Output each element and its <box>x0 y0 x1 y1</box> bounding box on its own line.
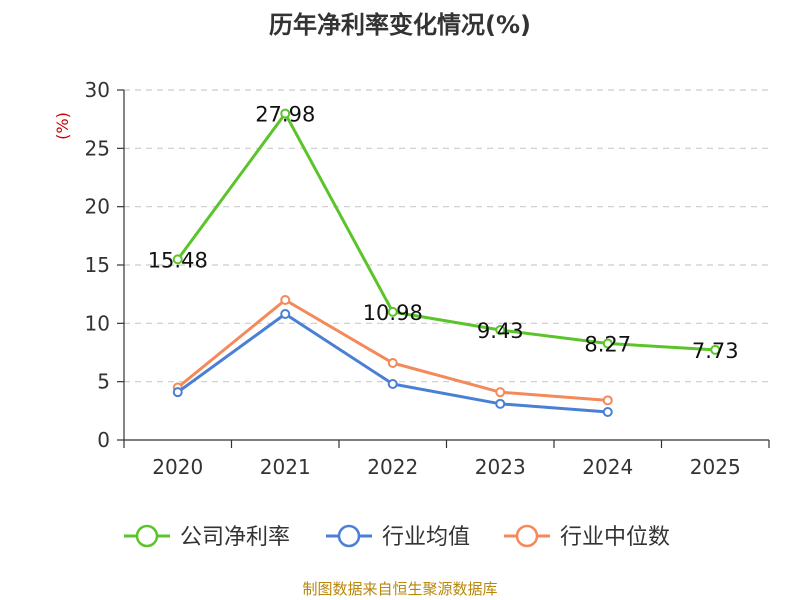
y-tick-label: 15 <box>85 253 110 277</box>
legend[interactable]: 公司净利率 行业均值 行业中位数 <box>124 524 670 550</box>
data-point <box>602 338 613 349</box>
grid-lines <box>124 89 769 383</box>
legend-item-0[interactable]: 公司净利率 <box>124 524 290 550</box>
data-point <box>602 407 613 417</box>
data-point <box>495 324 506 335</box>
data-point <box>495 398 506 409</box>
data-point <box>172 254 183 265</box>
x-tick-label: 2021 <box>260 455 311 479</box>
series-line-0 <box>176 112 716 352</box>
series-layer <box>172 108 721 417</box>
data-label: 7.73 <box>692 339 739 363</box>
data-label: 15.48 <box>148 248 208 272</box>
data-label: 9.43 <box>477 319 524 343</box>
x-tick-label: 2020 <box>152 455 203 479</box>
data-point <box>172 387 183 398</box>
data-label: 8.27 <box>584 333 631 357</box>
chart-title: 历年净利率变化情况(%) <box>269 11 531 39</box>
legend-item-1[interactable]: 行业均值 <box>326 524 470 550</box>
data-point <box>602 395 613 406</box>
legend-swatch-marker <box>337 524 361 548</box>
legend-label: 行业中位数 <box>560 525 670 550</box>
data-label: 10.98 <box>363 301 423 325</box>
data-point <box>495 387 506 398</box>
data-point <box>387 306 398 317</box>
data-labels: 15.48 27.98 10.98 9.43 8.27 7.73 <box>148 103 739 363</box>
legend-label: 公司净利率 <box>180 525 290 550</box>
data-source: 制图数据来自恒生聚源数据库 <box>302 580 497 598</box>
data-point <box>387 379 398 389</box>
x-tick-label: 2024 <box>582 455 633 479</box>
x-tick-label: 2022 <box>367 455 418 479</box>
data-label: 27.98 <box>255 103 315 127</box>
legend-label: 行业均值 <box>382 525 470 550</box>
data-point <box>280 108 291 119</box>
data-point <box>710 344 721 355</box>
y-tick-label: 25 <box>85 136 110 160</box>
data-point <box>387 358 398 368</box>
data-point <box>280 295 291 305</box>
y-tick-label: 10 <box>85 311 110 335</box>
y-axis-unit: (%) <box>53 112 72 140</box>
y-tick-label: 0 <box>97 428 110 452</box>
legend-swatch-marker <box>135 524 159 548</box>
y-tick-label: 20 <box>85 195 110 219</box>
x-tick-label: 2025 <box>690 455 741 479</box>
legend-swatch-marker <box>515 524 539 548</box>
x-tick-label: 2023 <box>475 455 526 479</box>
legend-item-2[interactable]: 行业中位数 <box>504 524 670 550</box>
y-tick-label: 5 <box>97 370 110 394</box>
data-point <box>280 309 291 319</box>
y-tick-label: 30 <box>85 78 110 102</box>
